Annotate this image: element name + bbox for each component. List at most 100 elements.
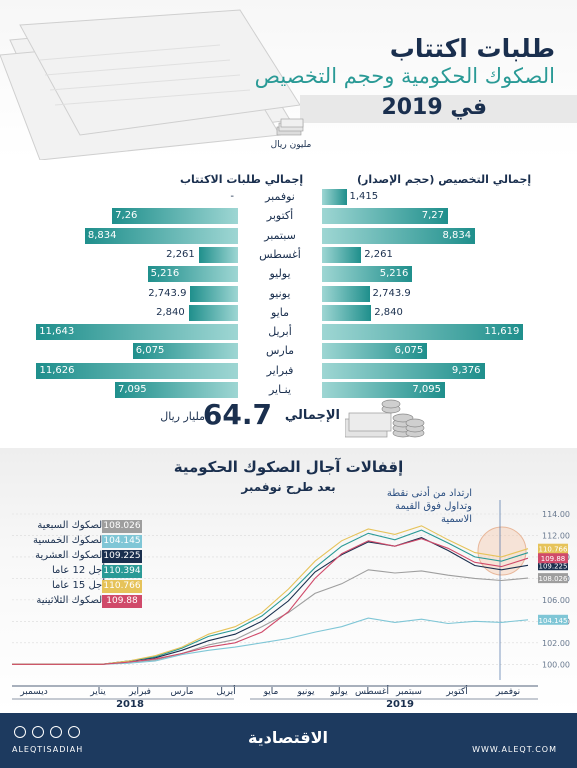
- allocation-bar: [322, 246, 362, 263]
- instagram-icon[interactable]: [14, 726, 26, 738]
- allocation-value: 7,27: [421, 210, 444, 222]
- x-tick-label: يناير: [89, 687, 106, 697]
- legend-value-badge: 110.766: [102, 580, 142, 593]
- subscription-bar: [84, 227, 238, 244]
- series-line: [12, 529, 529, 665]
- allocation-value: 8,834: [442, 229, 472, 241]
- month-label: أغسطس: [259, 247, 301, 261]
- x-tick-label: ديسمبر: [19, 687, 47, 697]
- total-unit: مليار ريال: [160, 410, 205, 423]
- series-line: [12, 525, 529, 665]
- subscription-bar: [132, 343, 238, 360]
- facebook-icon[interactable]: [32, 726, 44, 738]
- x-tick-label: نوفمبر: [495, 687, 520, 697]
- month-label: سبتمبر: [264, 228, 296, 242]
- subscription-bar: [112, 208, 238, 225]
- left-header: إجمالي طلبات الاكتتاب: [180, 173, 304, 186]
- allocation-bar: [322, 324, 524, 341]
- subscription-bar: [36, 362, 238, 379]
- x-tick-label: فبراير: [128, 687, 151, 697]
- subscription-value: 2,261: [166, 248, 195, 260]
- allocation-bar: [322, 382, 445, 398]
- subscription-bar: [190, 285, 238, 302]
- series-end-tag: [538, 573, 568, 584]
- year-label-2018: 2018: [116, 699, 144, 710]
- month-label: نوفمبر: [265, 190, 295, 203]
- x-tick-label: يوليو: [329, 687, 348, 697]
- legend-item: الصكوك الخمسية 104.145: [12, 535, 147, 548]
- line-chart-title: إقفالات آجال الصكوك الحكومية: [173, 458, 404, 476]
- subscription-bar: [147, 266, 238, 283]
- x-tick-label: أغسطس: [355, 685, 389, 697]
- website-link[interactable]: WWW.ALEQT.COM: [472, 745, 557, 754]
- allocation-bar: [322, 285, 370, 302]
- series-end-value: 104.145: [539, 617, 568, 625]
- line-chart: 100.00102.00104.00106.00108.00110.00112.…: [12, 500, 570, 710]
- cash-stack-icon: [276, 118, 304, 136]
- total-label: الإجمالي: [284, 408, 340, 423]
- series-end-tag: [538, 543, 568, 554]
- social-handle: ALEQTISADIAH: [12, 745, 84, 754]
- legend-value-badge: 109.225: [102, 550, 142, 563]
- twitter-icon[interactable]: [50, 726, 62, 738]
- month-label: أبريل: [268, 325, 292, 339]
- series-end-tag: [538, 560, 568, 571]
- y-tick-label: 112.00: [542, 531, 570, 540]
- month-label: يونيو: [269, 286, 291, 300]
- allocation-bar: [322, 304, 372, 321]
- allocation-value: 2,840: [374, 306, 403, 318]
- footer-bar: [0, 713, 577, 768]
- allocation-value: 2,743.9: [372, 287, 411, 299]
- annotation-line-1: ارتداد من أدنى نقطة: [386, 488, 472, 499]
- page-subtitle: الصكوك الحكومية وحجم التخصيص: [254, 64, 555, 88]
- subscription-value: 6,075: [135, 345, 165, 357]
- subscription-bar: [115, 382, 238, 398]
- series-end-value: 110.766: [539, 546, 568, 554]
- series-end-value: 108.026: [539, 575, 568, 583]
- series-line: [12, 537, 529, 665]
- page-title: طلبات اكتتاب: [389, 34, 555, 63]
- y-tick-label: 114.00: [542, 510, 570, 519]
- subscription-value: -: [230, 191, 234, 202]
- legend-item: أجل 15 عاما 110.766: [12, 580, 147, 593]
- month-label: مارس: [266, 344, 294, 358]
- series-end-tag: [538, 614, 568, 625]
- month-label: يوليو: [269, 267, 291, 281]
- chart-annotation: ارتداد من أدنى نقطة وتداول فوق القيمة ال…: [372, 487, 472, 526]
- x-tick-label: يونيو: [296, 687, 315, 697]
- month-label: مايو: [271, 305, 289, 319]
- legend-label: أجل 12 عاما: [51, 565, 105, 576]
- subscription-bar: [198, 246, 238, 263]
- series-line: [12, 538, 529, 665]
- annotation-line-2: وتداول فوق القيمة الاسمية: [395, 501, 472, 525]
- series-line: [12, 569, 529, 665]
- page-year: في 2019: [381, 95, 487, 120]
- allocation-bar: [322, 208, 448, 225]
- month-label: أكتوبر: [266, 209, 294, 223]
- legend-label: الصكوك العشرية: [35, 550, 105, 561]
- series-end-value: 109.88: [541, 555, 566, 563]
- y-tick-label: 102.00: [542, 639, 570, 648]
- legend-item: أجل 12 عاما 110.394: [12, 565, 147, 578]
- allocation-value: 2,261: [364, 248, 393, 260]
- total-value: 64.7: [202, 398, 272, 431]
- legend-value-badge: 108.026: [102, 520, 142, 533]
- y-tick-label: 100.00: [542, 660, 570, 669]
- month-label: فبراير: [266, 363, 294, 377]
- allocation-bar: [322, 343, 428, 360]
- allocation-value: 11,619: [484, 326, 520, 338]
- subscription-value: 11,643: [39, 326, 75, 338]
- youtube-icon[interactable]: [68, 726, 80, 738]
- legend-label: الصكوك السبعية: [37, 520, 105, 531]
- newspapers-illustration: [0, 9, 300, 160]
- month-label: ينـاير: [268, 383, 292, 396]
- subscription-value: 8,834: [87, 229, 117, 241]
- subscription-value: 2,743.9: [148, 287, 187, 299]
- x-tick-label: أبريل: [216, 685, 235, 697]
- year-band: [300, 95, 577, 123]
- allocation-value: 9,376: [451, 364, 481, 376]
- legend-value-badge: 109.88: [102, 595, 142, 608]
- x-tick-label: مارس: [171, 687, 194, 697]
- right-header: إجمالي التخصيص (حجم الإصدار): [357, 173, 532, 186]
- coins-icon: [345, 399, 425, 438]
